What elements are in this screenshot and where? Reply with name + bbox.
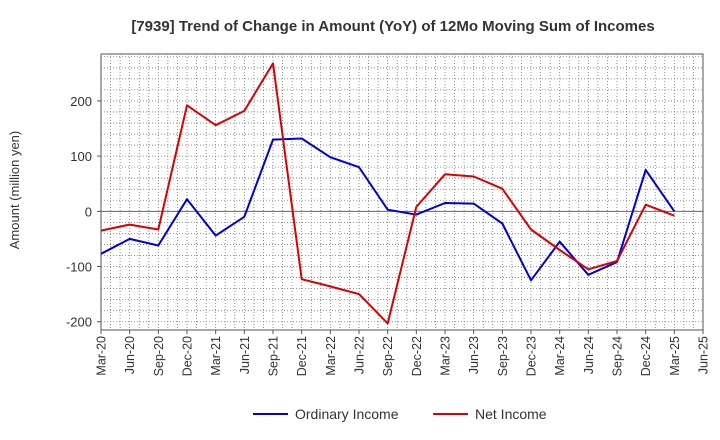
x-tick-label: Mar-25 [668, 336, 682, 376]
x-tick-label: Mar-20 [95, 336, 109, 376]
x-tick-label: Dec-20 [181, 336, 195, 376]
x-tick-label: Mar-22 [324, 336, 338, 376]
x-tick-label: Jun-24 [582, 336, 596, 374]
x-tick-label: Dec-24 [639, 336, 653, 376]
y-axis-label: Amount (million yen) [7, 131, 22, 250]
y-tick-label: 200 [70, 94, 92, 109]
x-tick-label: Jun-21 [238, 336, 252, 374]
series [100, 62, 676, 325]
chart-title: [7939] Trend of Change in Amount (YoY) o… [131, 18, 654, 35]
x-tick-label: Mar-23 [439, 336, 453, 376]
x-tick-label: Jun-20 [123, 336, 137, 374]
legend-label: Net Income [475, 406, 547, 422]
legend-label: Ordinary Income [295, 406, 399, 422]
x-tick-label: Jun-23 [467, 336, 481, 374]
x-tick-label: Jun-22 [353, 336, 367, 374]
plot-area [100, 53, 704, 331]
x-tick-label: Dec-23 [525, 336, 539, 376]
grid [101, 54, 703, 330]
x-tick-label: Mar-24 [553, 336, 567, 376]
legend: Ordinary Income Net Income [253, 406, 547, 422]
x-tick-label: Mar-21 [209, 336, 223, 376]
axes: -200 -100 0 100 200 Mar-20 Jun-20 Sep-20 Dec-20 M… [66, 94, 711, 376]
y-tick-label: -200 [66, 315, 92, 330]
x-tick-label: Sep-24 [611, 336, 625, 376]
y-tick-label: 0 [85, 204, 92, 219]
x-tick-label: Sep-22 [381, 336, 395, 376]
x-tick-label: Sep-20 [152, 336, 166, 376]
x-tick-label: Sep-21 [267, 336, 281, 376]
y-tick-label: 100 [70, 149, 92, 164]
series-line-net-income [100, 62, 675, 325]
x-tick-label: Jun-25 [697, 336, 711, 374]
x-tick-label: Sep-23 [496, 336, 510, 376]
x-tick-label: Dec-21 [295, 336, 309, 376]
x-tick-label: Dec-22 [410, 336, 424, 376]
y-tick-label: -100 [66, 260, 92, 275]
